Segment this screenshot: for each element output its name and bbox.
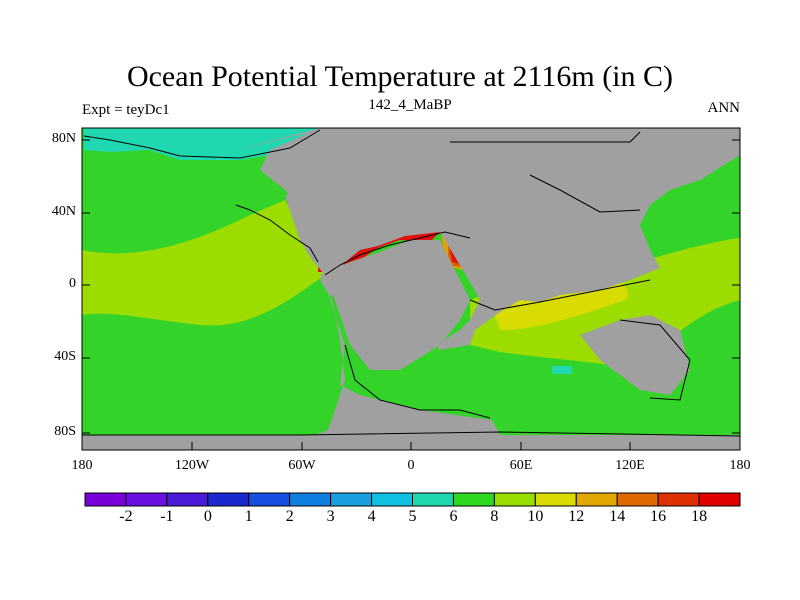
lon-tick-180w: 180 [71, 458, 93, 473]
colorbar-swatch [616, 492, 659, 507]
lat-tick-80s: 80S [54, 424, 76, 439]
lon-tick-120w: 120W [174, 458, 210, 473]
lat-tick-80n: 80N [51, 131, 76, 146]
land-masks [82, 128, 740, 450]
lon-tick-120e: 120E [615, 458, 645, 473]
colorbar-label: 4 [367, 508, 376, 525]
colorbar-swatch [330, 492, 373, 507]
colorbar-swatch [84, 492, 127, 507]
age-label: 142_4_MaBP [368, 97, 452, 113]
lon-tick-0: 0 [407, 458, 415, 473]
colorbar-label: 16 [650, 508, 667, 525]
colorbar-label: 8 [490, 508, 499, 525]
colorbar-swatch [248, 492, 291, 507]
colorbar-label: 14 [609, 508, 626, 525]
season-label: ANN [707, 100, 741, 116]
arctic-teal [84, 128, 320, 160]
lat-tick-40s: 40S [54, 349, 76, 364]
colorbar-label: 0 [203, 508, 212, 525]
colorbar-label: 18 [691, 508, 708, 525]
coastlines [82, 129, 741, 437]
colorbar-label: 5 [408, 508, 417, 525]
lon-tick-180e: 180 [729, 458, 751, 473]
colorbar-label: 12 [568, 508, 585, 525]
colorbar-swatch [698, 492, 741, 507]
gondwana-west [320, 240, 470, 370]
colorbar-swatch [493, 492, 536, 507]
eastern-gondwana [580, 315, 690, 395]
colorbar-swatch [452, 492, 495, 507]
colorbar-swatch [207, 492, 250, 507]
colorbar-label: 10 [527, 508, 544, 525]
colorbar-swatch [166, 492, 209, 507]
axis-ticks [82, 139, 740, 450]
colorbar-label: 2 [285, 508, 294, 525]
colorbar-swatch [534, 492, 577, 507]
far-east-land [660, 128, 740, 148]
colorbar-swatch [371, 492, 413, 507]
colorbar-swatch [412, 492, 454, 507]
colorbar [84, 492, 741, 507]
colorbar-swatch [575, 492, 618, 507]
southern-teal-patch [552, 366, 572, 374]
colorbar-swatch [657, 492, 700, 507]
pacific-lime-band [82, 200, 325, 326]
lon-tick-60e: 60E [509, 458, 533, 473]
colorbar-label: -1 [160, 508, 174, 525]
experiment-label: Expt = teyDc1 [82, 102, 170, 118]
colorbar-label: -2 [119, 508, 133, 525]
lat-tick-0: 0 [69, 276, 76, 291]
colorbar-swatch [289, 492, 332, 507]
colorbar-label: 3 [326, 508, 335, 525]
map-title: Ocean Potential Temperature at 2116m (in… [126, 60, 674, 93]
colorbar-label: 6 [449, 508, 458, 525]
laurasia [260, 128, 740, 235]
lon-tick-60w: 60W [288, 458, 316, 473]
colorbar-label: 1 [244, 508, 253, 525]
colorbar-swatch [125, 492, 168, 507]
lat-tick-40n: 40N [51, 204, 76, 219]
